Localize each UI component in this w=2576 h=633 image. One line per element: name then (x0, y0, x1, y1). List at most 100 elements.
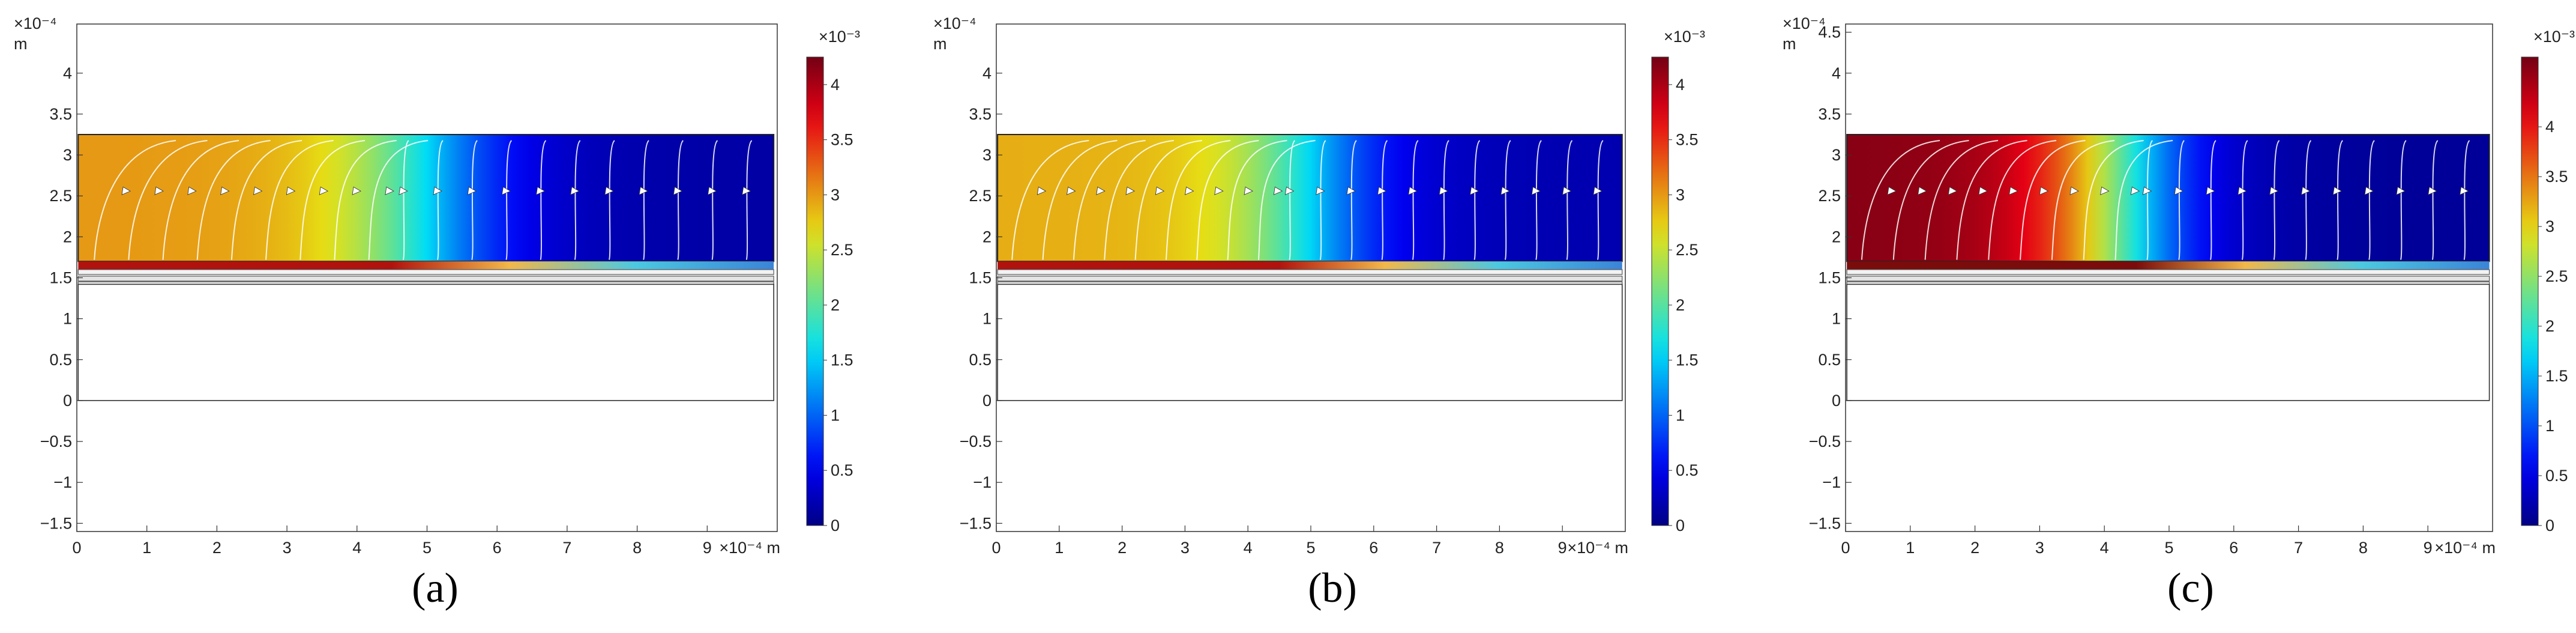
flow-arrow (707, 186, 717, 195)
flow-arrow (1593, 186, 1602, 195)
y-tick-label: 4 (63, 64, 72, 82)
streamline (94, 139, 176, 260)
flow-arrow (2039, 186, 2049, 195)
layer (77, 276, 774, 282)
x-tick-label: 2 (212, 539, 221, 557)
x-tick-label: 6 (2229, 539, 2238, 557)
streamline (2337, 140, 2344, 260)
flow-arrow (187, 186, 197, 195)
flow-arrow (2332, 186, 2343, 195)
colorbar-tick-label: 3 (1676, 186, 1685, 204)
flow-arrow (2460, 186, 2469, 195)
flow-arrow (2100, 186, 2110, 195)
streamline (2146, 140, 2153, 260)
colorbar-tick-label: 3 (2545, 217, 2554, 235)
x-tick-label: 4 (2100, 539, 2109, 557)
flow-arrow (1155, 186, 1165, 195)
y-tick-label: 2.5 (49, 187, 72, 205)
streamline (745, 140, 753, 260)
x-tick-label: 5 (423, 539, 432, 557)
streamline (437, 140, 444, 260)
y-tick-label: 0.5 (49, 351, 72, 369)
x-tick-label: 4 (352, 539, 361, 557)
flow-arrow (1284, 186, 1295, 195)
flow-arrow (2269, 186, 2279, 195)
colorbar-tick-label: 0.5 (2545, 467, 2568, 485)
colorbar-tick-label: 1.5 (831, 351, 853, 369)
y-axis-unit: m (14, 35, 28, 53)
streamline (1988, 139, 2057, 260)
y-tick-label: 1 (63, 310, 72, 328)
y-tick-label: 0 (983, 392, 992, 410)
flow-arrow (2428, 186, 2437, 195)
flow-arrow (1377, 186, 1387, 195)
flow-arrow (1037, 186, 1047, 195)
flow-arrow (1067, 186, 1076, 195)
heatmap-plot-c: 0 1 2 3 4 5 6 7 8 9 ×10⁻⁴ m−1.5−1−0.500.511.522.53… (1783, 14, 2575, 557)
flow-arrow (2364, 186, 2374, 195)
streamline (574, 140, 581, 260)
flow-arrow (399, 186, 408, 195)
x-tick-label: 0 (1841, 539, 1850, 557)
streamline (2020, 139, 2086, 260)
colorbar-tick-label: 4 (1676, 76, 1685, 94)
x-tick-label: 6 (493, 539, 502, 557)
y-axis-unit: m (1783, 35, 1796, 53)
streamline (1535, 140, 1542, 260)
streamline (2241, 140, 2248, 260)
x-tick-label: 7 (1432, 539, 1441, 557)
heat-source-strip (78, 261, 774, 270)
x-tick-label: 9 (2424, 539, 2433, 557)
colorbar (1651, 56, 1669, 526)
flow-arrow (121, 186, 131, 195)
colorbar-exponent: ×10⁻³ (1664, 28, 1705, 46)
streamline (540, 140, 547, 260)
flow-arrow (1948, 186, 1958, 195)
colorbar-tick-label: 1 (2545, 417, 2554, 435)
flow-arrow (1244, 186, 1253, 195)
streamline (471, 140, 478, 260)
y-tick-label: 3 (1832, 146, 1841, 164)
streamline (608, 140, 615, 260)
flow-arrow (1531, 186, 1541, 195)
flow-arrow (1408, 186, 1418, 195)
colorbar-tick-label: 2 (2545, 317, 2554, 335)
y-tick-label: 4 (1832, 64, 1841, 82)
flow-arrow (2130, 186, 2140, 195)
layer (1846, 276, 2490, 282)
y-tick-label: −0.5 (1809, 432, 1841, 450)
colorbar-tick-label: 3 (831, 186, 840, 204)
flow-arrow (2174, 186, 2184, 195)
flow-arrow (501, 186, 511, 195)
y-tick-label: −1.5 (960, 514, 992, 532)
x-tick-label: 3 (283, 539, 292, 557)
streamline (1473, 140, 1481, 260)
heat-source-strip (1847, 261, 2490, 270)
streamline (1350, 140, 1357, 260)
flow-arrow (1562, 186, 1572, 195)
streamline (128, 139, 208, 260)
colorbar (806, 56, 824, 526)
y-tick-label: 0 (1832, 392, 1841, 410)
streamline (265, 139, 334, 260)
y-tick-label: −1 (973, 473, 992, 491)
colorbar-tick-label: 2.5 (2545, 267, 2568, 285)
y-tick-label: −1 (1822, 473, 1841, 491)
x-tick-label: 9 (703, 539, 712, 557)
x-tick-label: 2 (1970, 539, 1979, 557)
x-tick-label: 7 (562, 539, 571, 557)
streamline (1227, 139, 1287, 260)
colorbar-tick-label: 4 (2545, 118, 2554, 136)
x-tick-label: 0 (992, 539, 1001, 557)
y-tick-label: 1.5 (969, 269, 992, 287)
x-tick-label: 9 (1558, 539, 1567, 557)
streamline (1165, 139, 1231, 260)
colorbar-tick-label: 1.5 (2545, 367, 2568, 385)
streamline (299, 139, 366, 260)
y-tick-label: 3.5 (969, 105, 992, 123)
x-tick-label: 7 (2294, 539, 2303, 557)
streamline (711, 140, 718, 260)
y-axis-exponent: ×10⁻⁴ (14, 14, 57, 32)
y-tick-label: 1.5 (1818, 269, 1841, 287)
y-tick-label: 2 (63, 228, 72, 246)
